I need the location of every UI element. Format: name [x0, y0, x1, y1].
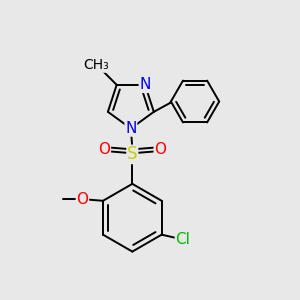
Text: S: S	[127, 146, 138, 164]
Text: O: O	[76, 192, 88, 207]
Text: N: N	[125, 121, 136, 136]
Text: O: O	[154, 142, 166, 158]
Text: O: O	[98, 142, 110, 158]
Text: CH₃: CH₃	[83, 58, 109, 72]
Text: Cl: Cl	[176, 232, 190, 247]
Text: N: N	[140, 77, 151, 92]
